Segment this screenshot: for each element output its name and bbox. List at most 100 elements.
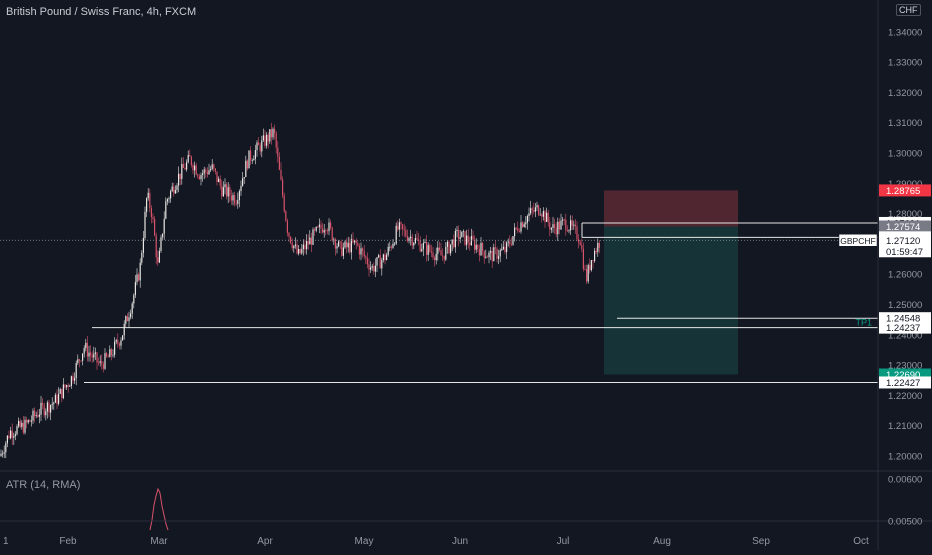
take-profit-zone[interactable] xyxy=(604,226,738,375)
candle-body xyxy=(8,435,10,439)
candle-body xyxy=(592,260,594,262)
candle-body xyxy=(328,222,330,232)
candle-body xyxy=(117,340,119,344)
candle-body xyxy=(597,242,599,252)
candle-body xyxy=(61,389,63,399)
candle-body xyxy=(141,252,143,263)
candle-body xyxy=(157,257,159,263)
candle-body xyxy=(267,134,269,142)
candle-body xyxy=(517,228,519,231)
candle-body xyxy=(389,246,391,248)
candle-body xyxy=(554,224,556,228)
candle-body xyxy=(54,394,56,403)
candle-body xyxy=(170,191,172,199)
candle-body xyxy=(374,265,376,272)
candle-body xyxy=(107,356,109,358)
candle-body xyxy=(133,295,135,304)
candle-body xyxy=(317,226,319,228)
candle-body xyxy=(274,128,276,134)
candle-body xyxy=(325,230,327,231)
atr-indicator-title[interactable]: ATR (14, RMA) xyxy=(6,479,81,491)
candle-body xyxy=(557,221,559,235)
candle-body xyxy=(456,229,458,232)
candle-body xyxy=(120,340,122,346)
candle-body xyxy=(86,342,88,357)
candle-body xyxy=(450,244,452,254)
candle-body xyxy=(405,230,407,237)
candle-body xyxy=(576,226,578,240)
tp1-label[interactable]: TP1 xyxy=(855,318,872,328)
candle-body xyxy=(426,241,428,255)
candle-body xyxy=(462,231,464,233)
symbol-title[interactable]: British Pound / Swiss Franc, 4h, FXCM xyxy=(6,6,197,18)
candle-body xyxy=(522,222,524,228)
candle-body xyxy=(306,241,308,250)
candle-body xyxy=(338,241,340,247)
candle-body xyxy=(154,219,156,236)
candle-body xyxy=(168,198,170,200)
candle-body xyxy=(330,222,332,228)
candle-body xyxy=(539,214,541,216)
candle-body xyxy=(542,211,544,217)
candle-body xyxy=(488,252,490,258)
candle-body xyxy=(443,255,445,260)
candle-body xyxy=(229,187,231,196)
candle-body xyxy=(205,169,207,172)
candle-body xyxy=(558,221,560,230)
candle-body xyxy=(347,242,349,248)
candle-body xyxy=(336,246,338,249)
price-label-box xyxy=(879,321,931,334)
candle-body xyxy=(74,378,76,381)
candle-body xyxy=(560,220,562,230)
candle-body xyxy=(72,376,74,381)
candle-body xyxy=(245,160,247,178)
price-label-box xyxy=(879,245,931,258)
candle-body xyxy=(162,233,164,238)
stop-loss-zone[interactable] xyxy=(604,190,738,227)
candle-body xyxy=(533,209,535,212)
candle-body xyxy=(363,251,365,257)
candle-body xyxy=(198,176,200,180)
price-tick-label: 1.22000 xyxy=(888,391,922,402)
candle-body xyxy=(528,213,530,217)
candle-body xyxy=(109,349,111,358)
candle-body xyxy=(187,154,189,163)
price-tick-label: 1.23000 xyxy=(888,361,922,372)
price-tick-label: 1.24000 xyxy=(888,330,922,341)
symbol-tag[interactable] xyxy=(838,234,878,247)
candle-body xyxy=(570,220,572,231)
candle-body xyxy=(184,167,186,170)
candle-body xyxy=(566,230,568,232)
candle-body xyxy=(341,242,343,256)
candle-body xyxy=(355,240,357,243)
candle-body xyxy=(106,353,108,357)
price-tick-label: 1.33000 xyxy=(888,58,922,69)
candle-body xyxy=(598,242,600,248)
horizontal-lines[interactable]: TP1 xyxy=(0,222,878,383)
candle-body xyxy=(307,241,309,245)
candle-body xyxy=(77,359,79,363)
candle-body xyxy=(14,434,16,436)
candle-body xyxy=(275,133,277,148)
candle-body xyxy=(283,195,285,212)
candle-body xyxy=(515,227,517,229)
candle-body xyxy=(91,355,93,358)
candle-body xyxy=(286,220,288,233)
candle-body xyxy=(176,185,178,191)
candle-body xyxy=(210,168,212,171)
candle-body xyxy=(2,453,4,455)
currency-badge[interactable]: CHF xyxy=(896,4,921,16)
candle-body xyxy=(498,256,500,259)
candle-body xyxy=(421,248,423,252)
candle-body xyxy=(269,129,271,142)
candle-body xyxy=(75,362,77,379)
candle-body xyxy=(6,435,8,444)
position-tool[interactable] xyxy=(604,190,738,375)
candle-body xyxy=(563,219,565,221)
candle-body xyxy=(368,264,370,270)
candle-body xyxy=(579,242,581,246)
candle-body xyxy=(302,244,304,250)
candle-body xyxy=(152,217,154,220)
